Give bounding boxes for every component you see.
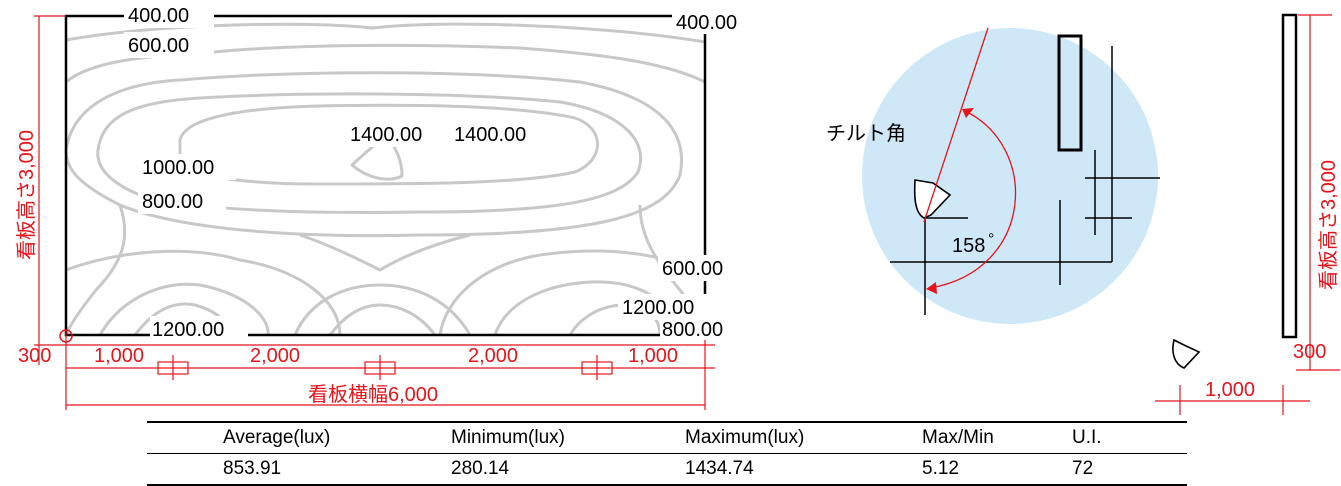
front-offset-label: 300 [18,345,51,367]
spacing-label: 2,000 [250,345,300,367]
contour-label: 600.00 [662,258,723,280]
header-average: Average(lux) [223,427,331,448]
spacing-label: 2,000 [468,345,518,367]
header-maximum: Maximum(lux) [685,427,805,448]
cell-minimum: 280.14 [451,458,510,479]
header-max-min: Max/Min [922,427,994,448]
floodlight-icon [913,179,952,219]
contour-label: 400.00 [128,5,189,27]
angle-arrow-head-top [962,108,974,118]
contour-label: 600.00 [128,35,189,57]
table-header-row: Average(lux) Minimum(lux) Maximum(lux) M… [147,422,1187,454]
tilt-angle-value: 158 [952,235,985,257]
contour-label: 1200.00 [622,297,694,319]
tilt-label: チルト角 [826,122,906,145]
side-elevation: 看板高さ3,000 300 1,000 [1155,13,1340,415]
front-height-label: 看板高さ3,000 [15,130,38,260]
light-spread-circle [862,28,1158,324]
tilt-angle-unit: ° [988,231,994,248]
contour-bottom-center-inner [328,303,437,336]
cell-average: 853.91 [223,458,282,479]
contour-line-400 [65,22,706,44]
spacing-label: 1,000 [628,345,678,367]
contour-line-1200 [178,103,599,186]
signboard-profile [1281,13,1298,339]
contour-label: 1200.00 [152,319,224,341]
contour-bottom-left-outer [65,249,342,336]
contour-label: 1400.00 [454,124,526,146]
signboard-side-section [1057,34,1083,152]
floodlight-small-icon [1172,338,1201,369]
header-ui: U.I. [1072,427,1102,448]
header-minimum: Minimum(lux) [451,427,565,448]
tilt-diagram: チルト角 158 ° [826,27,1160,324]
contour-label: 400.00 [676,12,737,34]
contour-bottom-left-mid [98,282,270,336]
illuminance-table: Average(lux) Minimum(lux) Maximum(lux) M… [147,421,1187,486]
cell-maximum: 1434.74 [685,458,754,479]
contour-bottom-center-outer [293,283,472,336]
cell-max-min: 5.12 [922,458,959,479]
contour-label: 1400.00 [350,124,422,146]
signboard-frame [64,14,707,337]
side-distance-label: 1,000 [1205,379,1255,401]
cell-ui: 72 [1072,458,1094,479]
contour-valley-left [64,204,127,336]
front-width-label: 看板横幅6,000 [308,383,438,406]
side-offset-label: 300 [1293,341,1326,363]
front-dimensions [34,15,715,410]
contour-valley-center [299,233,471,272]
contour-label: 800.00 [142,191,203,213]
angle-arc [929,109,1017,289]
contour-line-800 [64,71,683,238]
contour-label: 800.00 [662,319,723,341]
contour-label: 1000.00 [142,157,214,179]
spacing-label: 1,000 [94,345,144,367]
side-height-label: 看板高さ3,000 [1317,160,1340,290]
table-row: 853.91 280.14 1434.74 5.12 72 [147,454,1187,485]
contour-line-600 [65,43,706,84]
angle-arrow-head-bottom [926,282,937,294]
